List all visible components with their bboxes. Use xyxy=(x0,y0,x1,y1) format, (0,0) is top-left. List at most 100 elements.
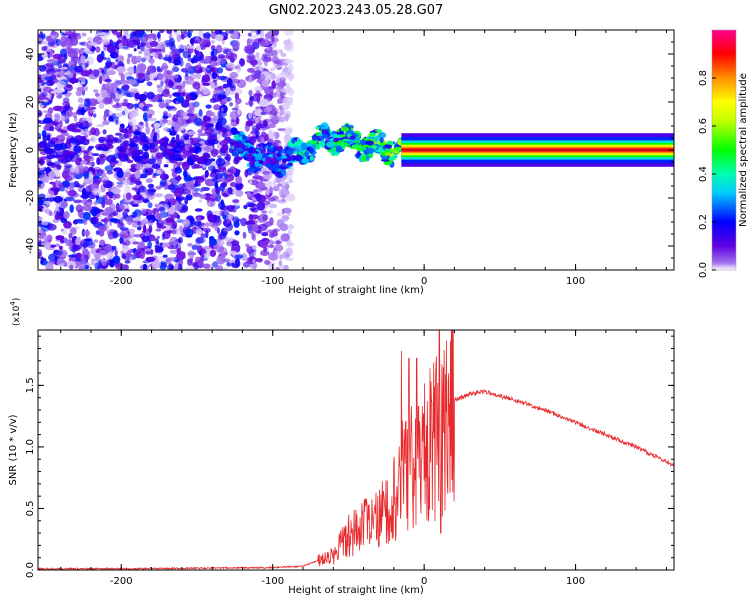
noise-speckle xyxy=(199,189,204,193)
noise-speckle xyxy=(152,48,162,52)
noise-speckle xyxy=(229,111,238,120)
noise-speckle xyxy=(168,94,172,99)
noise-speckle xyxy=(213,90,224,94)
noise-speckle xyxy=(247,55,255,60)
noise-speckle xyxy=(75,237,81,246)
noise-speckle xyxy=(171,136,176,144)
noise-speckle xyxy=(43,241,51,249)
noise-speckle xyxy=(267,123,276,129)
noise-speckle xyxy=(156,213,160,219)
noise-speckle xyxy=(252,180,257,185)
noise-speckle xyxy=(83,99,91,108)
noise-speckle xyxy=(212,210,221,215)
signal-blob xyxy=(294,154,303,162)
noise-speckle xyxy=(92,69,99,75)
signal-blob xyxy=(233,134,240,141)
noise-speckle xyxy=(284,183,289,191)
noise-speckle xyxy=(104,78,112,83)
noise-speckle xyxy=(81,188,87,196)
noise-speckle xyxy=(185,70,189,78)
noise-speckle xyxy=(47,92,52,100)
noise-speckle xyxy=(262,120,268,127)
noise-speckle xyxy=(166,70,174,75)
noise-speckle xyxy=(142,105,150,112)
noise-speckle xyxy=(45,179,49,183)
y-tick-label: 1.5 xyxy=(25,377,36,393)
noise-speckle xyxy=(60,139,65,145)
noise-speckle xyxy=(76,252,82,259)
noise-speckle xyxy=(215,157,226,167)
noise-speckle xyxy=(170,160,178,164)
noise-speckle xyxy=(172,114,179,122)
noise-speckle xyxy=(232,40,240,49)
noise-speckle xyxy=(124,185,131,194)
noise-speckle xyxy=(174,31,180,36)
x-tick-label: -100 xyxy=(261,576,284,587)
noise-speckle xyxy=(106,154,116,163)
noise-speckle xyxy=(278,188,285,197)
noise-speckle xyxy=(159,261,167,270)
signal-blob xyxy=(231,152,239,157)
noise-speckle xyxy=(49,190,55,198)
noise-speckle xyxy=(116,55,125,63)
noise-speckle xyxy=(147,186,156,196)
noise-speckle xyxy=(147,33,156,39)
noise-speckle xyxy=(63,211,70,219)
noise-speckle xyxy=(62,97,70,104)
noise-speckle xyxy=(248,99,253,104)
noise-speckle xyxy=(221,144,228,153)
noise-speckle xyxy=(269,264,276,270)
signal-blob xyxy=(371,136,376,140)
noise-speckle xyxy=(217,54,226,59)
noise-speckle xyxy=(41,102,51,106)
noise-speckle xyxy=(75,90,82,97)
noise-speckle xyxy=(227,187,233,194)
noise-speckle xyxy=(211,48,218,57)
noise-speckle xyxy=(118,41,123,50)
noise-speckle xyxy=(209,60,219,67)
noise-speckle xyxy=(147,183,155,189)
noise-speckle xyxy=(285,113,289,122)
noise-speckle xyxy=(149,147,158,153)
noise-speckle xyxy=(38,84,41,92)
signal-blob xyxy=(365,154,370,162)
noise-speckle xyxy=(136,196,145,201)
noise-speckle xyxy=(98,136,107,142)
signal-blob xyxy=(326,141,335,148)
noise-speckle xyxy=(156,170,162,175)
noise-speckle xyxy=(165,105,175,110)
noise-speckle xyxy=(146,81,153,87)
noise-speckle xyxy=(276,183,283,187)
noise-speckle xyxy=(139,121,144,126)
noise-speckle xyxy=(45,68,56,75)
noise-speckle xyxy=(148,225,153,234)
noise-speckle xyxy=(180,33,185,40)
noise-speckle xyxy=(84,199,93,207)
noise-speckle xyxy=(82,155,92,160)
noise-speckle xyxy=(197,133,207,137)
y-tick-label: 0.5 xyxy=(25,501,36,517)
noise-speckle xyxy=(255,51,260,59)
noise-speckle xyxy=(214,181,219,189)
noise-speckle xyxy=(58,182,63,189)
noise-speckle xyxy=(93,113,97,118)
noise-speckle xyxy=(84,62,89,68)
noise-speckle xyxy=(93,89,99,93)
noise-speckle xyxy=(169,130,177,136)
noise-speckle xyxy=(176,34,181,42)
colorbar-tick-label: 0.4 xyxy=(698,166,709,182)
noise-speckle xyxy=(187,45,195,49)
noise-speckle xyxy=(253,262,257,270)
noise-speckle xyxy=(60,114,69,122)
noise-speckle xyxy=(56,258,67,267)
noise-speckle xyxy=(264,259,271,265)
noise-speckle xyxy=(176,175,181,182)
noise-speckle xyxy=(56,164,62,170)
noise-speckle xyxy=(208,221,216,227)
noise-speckle xyxy=(190,180,195,190)
noise-speckle xyxy=(137,221,141,226)
noise-speckle xyxy=(185,62,192,72)
noise-speckle xyxy=(138,93,147,102)
noise-speckle xyxy=(167,257,178,262)
noise-speckle xyxy=(112,104,122,109)
